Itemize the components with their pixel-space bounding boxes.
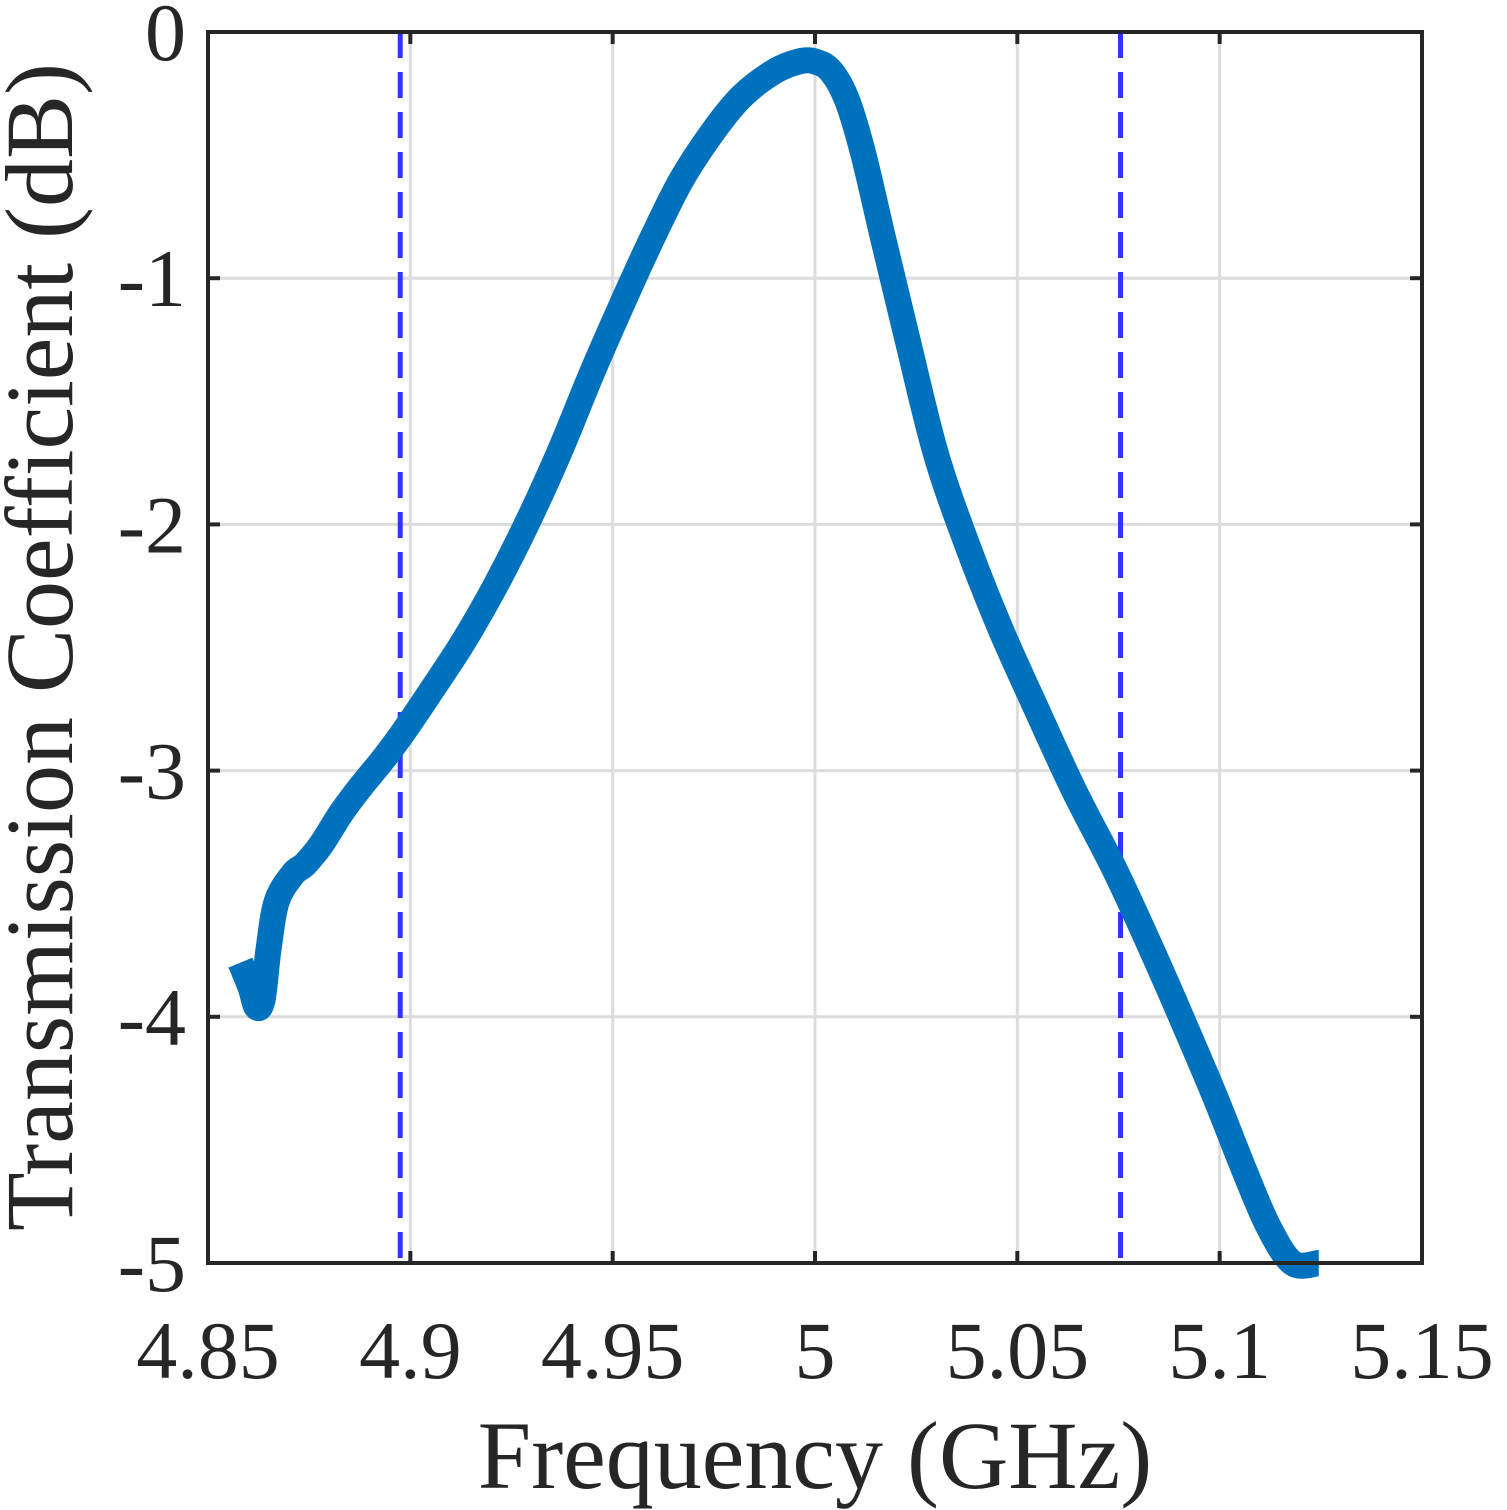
x-tick-label: 5.05 — [946, 1305, 1090, 1396]
y-tick-label: -1 — [118, 233, 186, 324]
y-tick-labels: 0 -1 -2 -3 -4 -5 — [118, 0, 186, 1309]
x-tick-label: 5.15 — [1350, 1305, 1494, 1396]
x-axis-label: Frequency (GHz) — [478, 1402, 1152, 1509]
vertical-markers — [397, 32, 1124, 1263]
y-tick-label: -2 — [118, 479, 186, 570]
x-tick-label: 4.9 — [359, 1305, 462, 1396]
series-line — [228, 47, 1321, 1279]
y-tick-label: -3 — [118, 726, 186, 817]
x-tick-label: 5 — [795, 1305, 836, 1396]
tick-marks — [206, 30, 1424, 1265]
y-axis-label: Transmission Coefficient (dB) — [0, 63, 93, 1231]
series-layer — [228, 47, 1321, 1279]
x-tick-labels: 4.85 4.9 4.95 5 5.05 5.1 5.15 — [136, 1305, 1494, 1396]
grid — [208, 32, 1422, 1263]
x-tick-label: 4.95 — [541, 1305, 685, 1396]
y-tick-label: -4 — [118, 972, 186, 1063]
y-tick-label: 0 — [145, 0, 186, 78]
x-tick-label: 5.1 — [1168, 1305, 1271, 1396]
y-tick-label: -5 — [118, 1218, 186, 1309]
x-tick-label: 4.85 — [136, 1305, 280, 1396]
